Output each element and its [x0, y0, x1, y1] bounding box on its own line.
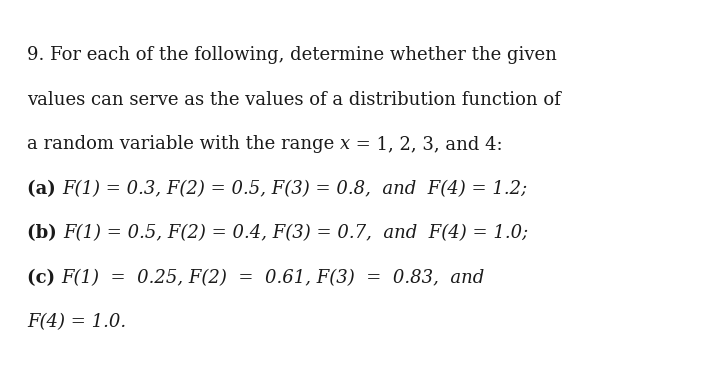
Text: a random variable with the range: a random variable with the range	[27, 135, 341, 154]
Text: F(1) = 0.5, F(2) = 0.4, F(3) = 0.7,  and  F(4) = 1.0;: F(1) = 0.5, F(2) = 0.4, F(3) = 0.7, and …	[63, 224, 528, 243]
Text: values can serve as the values of a distribution function of: values can serve as the values of a dist…	[27, 91, 561, 109]
Text: F(1) = 0.3, F(2) = 0.5, F(3) = 0.8,  and  F(4) = 1.2;: F(1) = 0.3, F(2) = 0.5, F(3) = 0.8, and …	[63, 180, 528, 198]
Text: = 1, 2, 3, and 4:: = 1, 2, 3, and 4:	[351, 135, 503, 154]
Text: F(4) = 1.0.: F(4) = 1.0.	[27, 313, 127, 332]
Text: 9. For each of the following, determine whether the given: 9. For each of the following, determine …	[27, 46, 557, 65]
Text: F(1)  =  0.25, F(2)  =  0.61, F(3)  =  0.83,  and: F(1) = 0.25, F(2) = 0.61, F(3) = 0.83, a…	[62, 269, 485, 287]
Text: x: x	[341, 135, 351, 154]
Text: (a): (a)	[27, 180, 63, 198]
Text: (b): (b)	[27, 224, 63, 243]
Text: (c): (c)	[27, 269, 62, 287]
